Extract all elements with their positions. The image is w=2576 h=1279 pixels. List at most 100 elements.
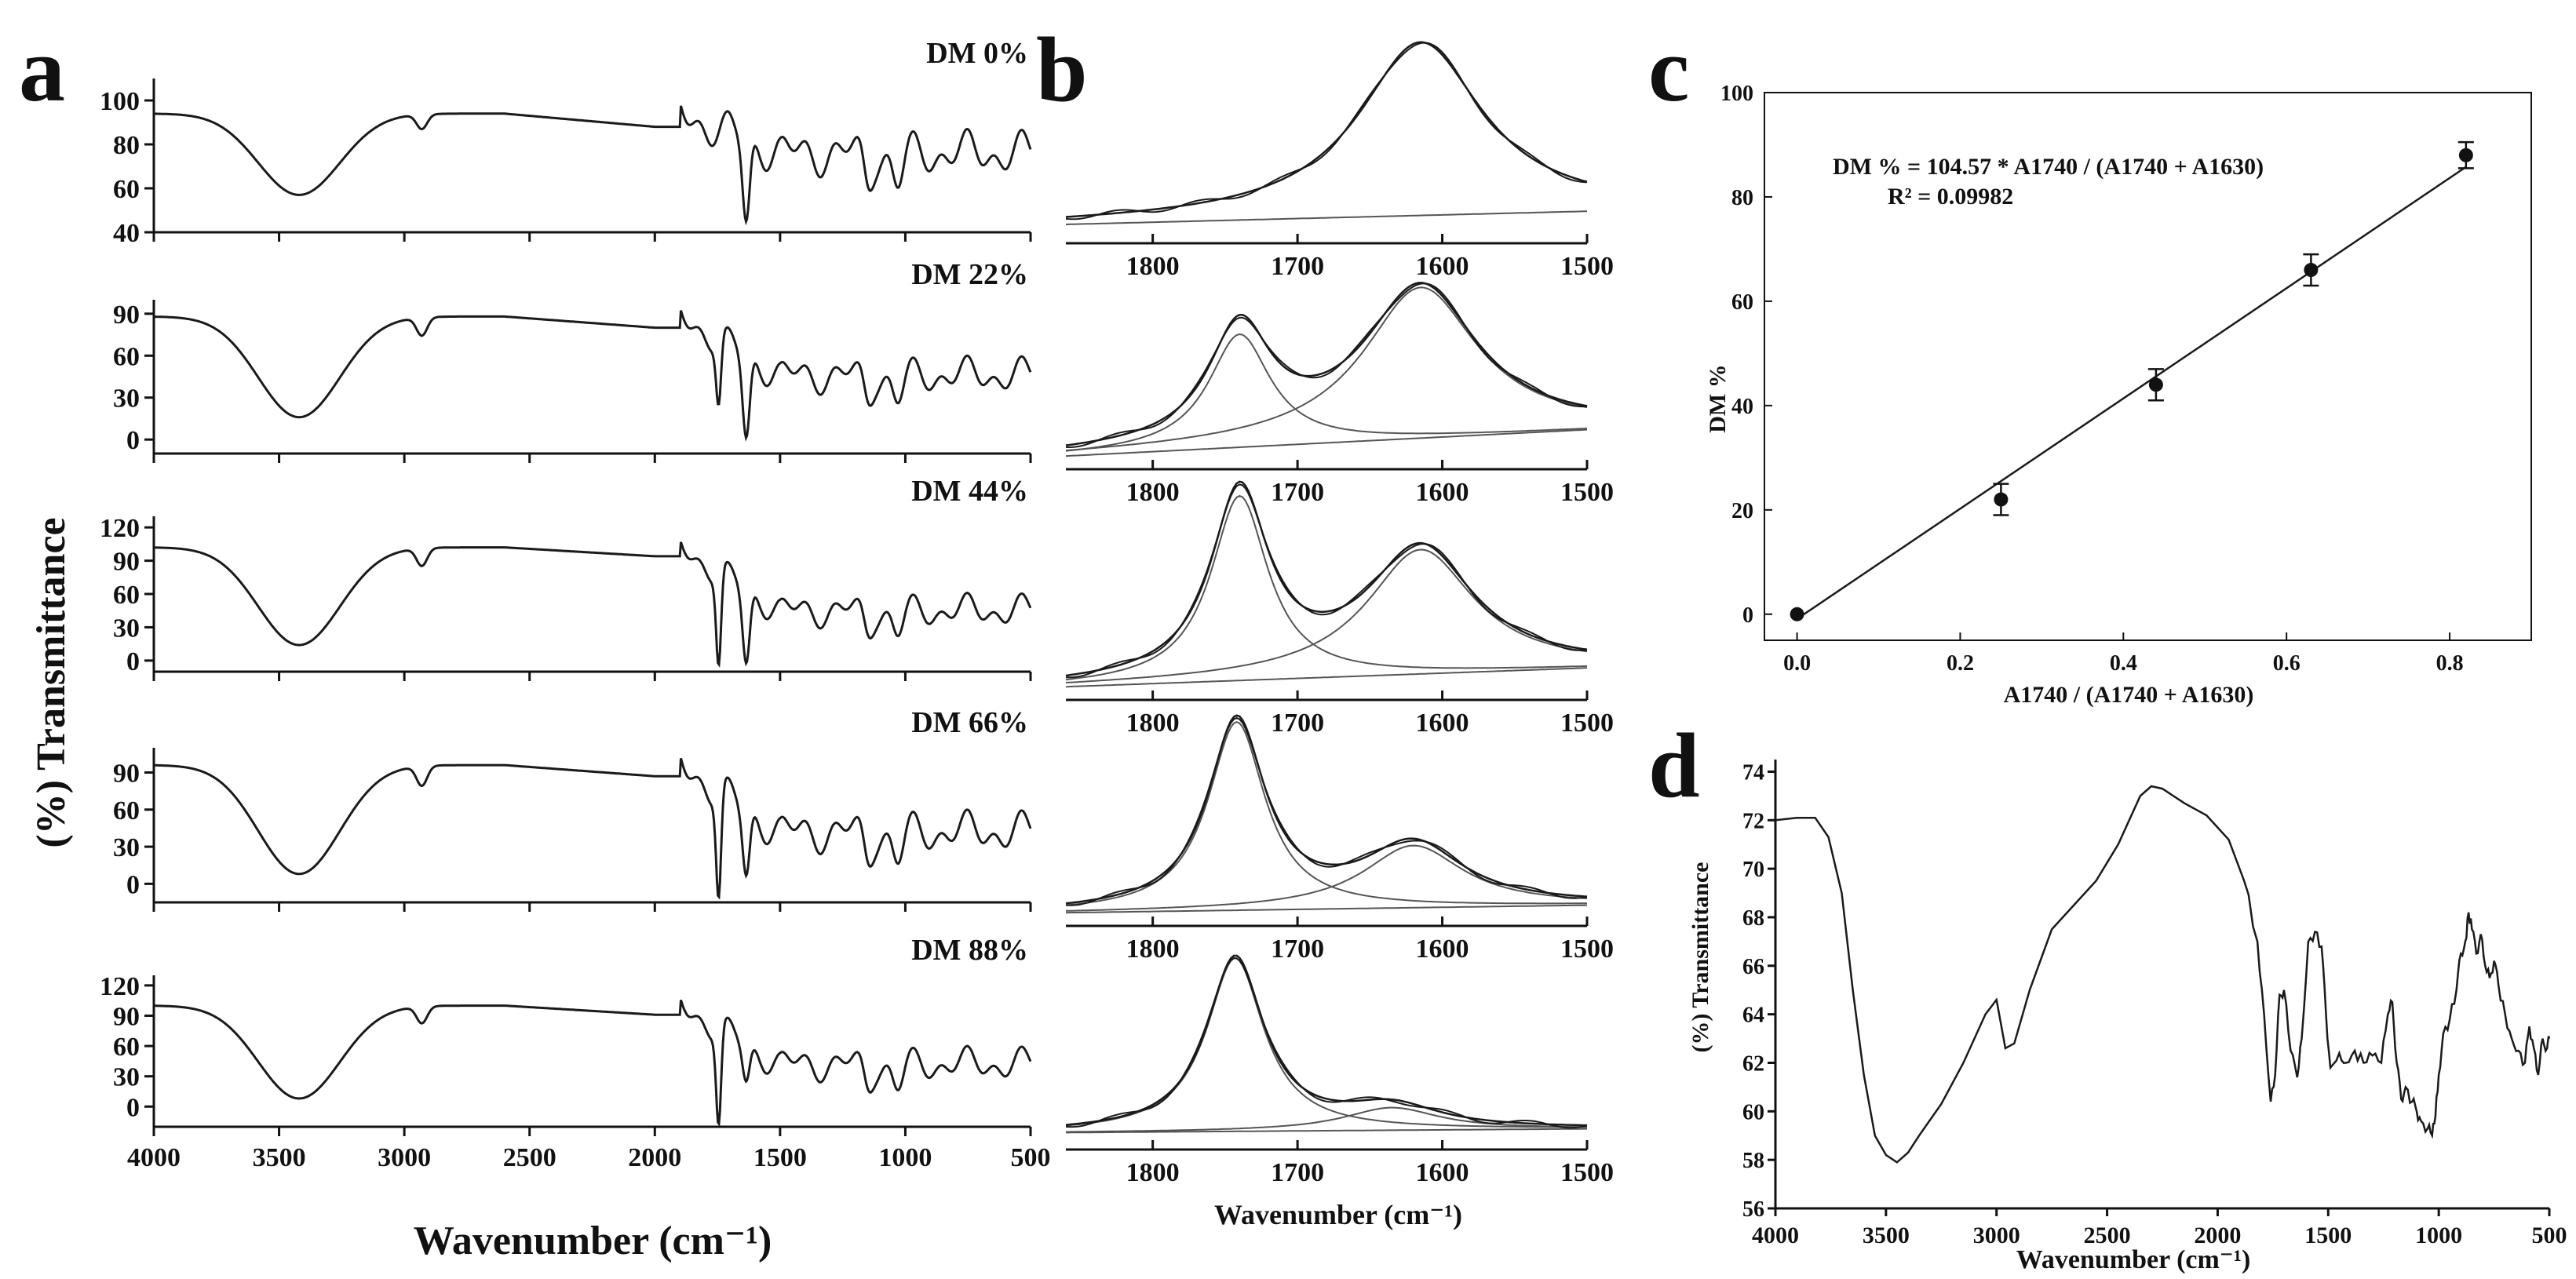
experimental-line (1065, 483, 1588, 679)
y-tick-label: 56 (1742, 1197, 1764, 1222)
y-tick-label: 68 (1742, 906, 1764, 931)
x-tick-label: 1800 (1126, 252, 1180, 281)
fit-sum-line (1065, 954, 1587, 1127)
y-tick-label: 100 (100, 87, 140, 116)
experimental-line (1065, 957, 1588, 1129)
dm-label: DM 22% (911, 258, 1028, 291)
y-tick-label: 90 (113, 760, 140, 789)
spectrum-line (154, 541, 1032, 668)
y-tick-label: 58 (1742, 1149, 1764, 1173)
panel-d-xlabel: Wavenumber (cm⁻¹) (2016, 1245, 2251, 1274)
dm-label: DM 66% (911, 706, 1028, 739)
x-tick-label: 2500 (2084, 1223, 2131, 1248)
baseline-line (1065, 428, 1588, 457)
x-tick-label: 0.8 (2436, 651, 2464, 676)
x-tick-label: 1500 (1560, 1158, 1614, 1187)
y-tick-label: 80 (1731, 186, 1753, 210)
spectrum-line (154, 105, 1032, 226)
panel-a-ylabel: (%) Transmittance (29, 517, 74, 847)
x-tick-label: 1700 (1271, 935, 1324, 964)
peak-1630-line (1065, 41, 1588, 218)
x-tick-label: 1700 (1271, 709, 1324, 738)
y-tick-label: 60 (113, 796, 140, 825)
dm-label: DM 44% (911, 475, 1028, 508)
y-tick-label: 90 (113, 1002, 140, 1031)
spectrum-line (154, 310, 1032, 442)
x-tick-label: 1600 (1416, 1158, 1469, 1187)
y-tick-label: 30 (113, 833, 140, 862)
y-tick-label: 0 (1742, 603, 1753, 628)
x-tick-label: 1600 (1416, 478, 1469, 507)
y-tick-label: 60 (113, 1033, 140, 1062)
data-point (2304, 263, 2319, 278)
y-tick-label: 62 (1742, 1051, 1764, 1076)
spectrum-line (154, 757, 1032, 900)
y-tick-label: 120 (100, 972, 140, 1001)
y-tick-label: 0 (126, 647, 140, 676)
x-tick-label: 4000 (127, 1143, 181, 1172)
y-tick-label: 70 (1742, 858, 1764, 882)
x-tick-label: 3000 (1973, 1223, 2020, 1248)
plot-frame (1764, 92, 2532, 641)
x-tick-label: 1500 (1560, 478, 1614, 507)
dm-label: DM 88% (911, 934, 1028, 967)
data-point (2458, 148, 2473, 162)
x-tick-label: 1800 (1126, 709, 1180, 738)
peak-1740-line (1065, 494, 1588, 681)
x-tick-label: 3500 (1863, 1223, 1910, 1248)
spectrum-line (1775, 785, 2551, 1164)
data-point (1994, 492, 2009, 507)
y-tick-label: 72 (1742, 809, 1764, 833)
x-tick-label: 1500 (2304, 1223, 2352, 1248)
y-tick-label: 30 (113, 384, 140, 414)
peak-1630-line (1065, 548, 1588, 683)
fit-sum-line (1065, 282, 1588, 446)
panel-c-label: c (1648, 18, 1689, 121)
y-tick-label: 60 (1742, 1100, 1764, 1124)
panel-b-xlabel: Wavenumber (cm⁻¹) (1214, 1199, 1462, 1230)
x-tick-label: 0.6 (2273, 651, 2301, 676)
panel-d: (%) Transmittance Wavenumber (cm⁻¹) 56 58… (1688, 760, 2567, 1274)
panel-c-equation: DM % = 104.57 * A1740 / (A1740 + A1630) (1833, 154, 2264, 180)
panel-b: Wavenumber (cm⁻¹) 1800 1700 1600 1500 1800 17… (1065, 41, 1614, 1230)
x-tick-label: 500 (1011, 1143, 1051, 1172)
peak-1740-line (1065, 333, 1588, 452)
y-tick-label: 30 (113, 614, 140, 643)
dm-label: DM 0% (926, 37, 1028, 70)
y-tick-label: 60 (1731, 290, 1753, 315)
y-tick-label: 0 (126, 870, 140, 899)
x-tick-label: 1000 (878, 1143, 932, 1172)
y-tick-label: 0 (126, 1093, 140, 1122)
x-tick-label: 1700 (1271, 252, 1324, 281)
x-tick-label: 1600 (1416, 252, 1469, 281)
x-tick-label: 1700 (1271, 1158, 1324, 1187)
spectrum-line (154, 1000, 1032, 1128)
panel-c: DM % A1740 / (A1740 + A1630) DM % = 104.… (1705, 82, 2532, 708)
y-tick-label: 40 (113, 219, 140, 248)
x-tick-label: 2000 (628, 1143, 681, 1172)
x-tick-label: 2000 (2194, 1223, 2241, 1248)
x-tick-label: 0.4 (2110, 651, 2137, 676)
x-tick-label: 1500 (1560, 252, 1614, 281)
y-tick-label: 60 (113, 175, 140, 204)
experimental-line (1065, 716, 1588, 906)
x-tick-label: 1800 (1126, 1158, 1180, 1187)
data-point (2148, 377, 2163, 392)
y-tick-label: 90 (113, 548, 140, 577)
peak-1630-line (1066, 1106, 1588, 1133)
peak-1740-line (1065, 721, 1587, 906)
experimental-line (1065, 282, 1588, 449)
x-tick-label: 1500 (1560, 935, 1614, 964)
x-tick-label: 2500 (503, 1143, 556, 1172)
y-tick-label: 0 (126, 426, 140, 455)
x-tick-label: 1500 (753, 1143, 807, 1172)
y-tick-label: 80 (113, 131, 140, 160)
x-tick-label: 1700 (1271, 478, 1324, 507)
panel-d-ylabel: (%) Transmittance (1688, 862, 1713, 1052)
experimental-line (1065, 42, 1588, 220)
y-tick-label: 100 (1720, 82, 1753, 106)
x-tick-label: 0.2 (1947, 651, 1974, 676)
x-tick-label: 1800 (1126, 478, 1180, 507)
panel-a-label: a (19, 18, 65, 121)
x-tick-label: 1000 (2415, 1223, 2462, 1248)
